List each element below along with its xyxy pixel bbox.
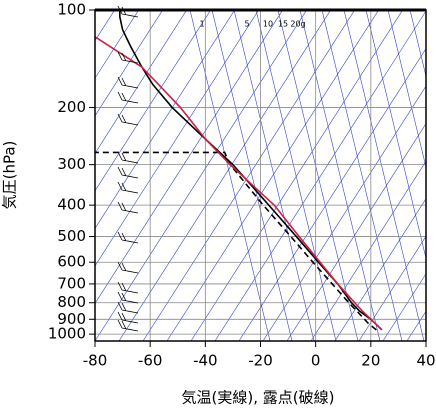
wind-barb xyxy=(117,51,139,64)
wind-barb xyxy=(117,76,139,89)
x-tick-label: -20 xyxy=(248,352,273,370)
y-tick-label: 400 xyxy=(57,196,86,214)
mixing-ratio-line xyxy=(255,10,337,341)
mixing-ratio-label: 5 xyxy=(244,20,249,29)
adiabat-line xyxy=(95,10,283,305)
wind-barb xyxy=(117,201,139,214)
wind-barb xyxy=(117,181,139,194)
profile-line xyxy=(95,36,383,331)
x-tick-label: 40 xyxy=(416,352,435,370)
wind-barb xyxy=(117,281,139,294)
mixing-ratio-label: 10 xyxy=(263,20,273,29)
wind-barb xyxy=(117,151,139,164)
mixing-ratio-label: 20g xyxy=(290,20,305,29)
adiabat-line xyxy=(262,85,426,341)
adiabat-line xyxy=(95,10,235,229)
profile-line xyxy=(95,151,377,331)
adiabat-line xyxy=(118,10,331,341)
wind-barb xyxy=(117,261,139,274)
adiabat-line xyxy=(95,10,187,154)
mixing-ratio-line xyxy=(277,10,359,341)
wind-barb xyxy=(117,166,139,179)
mixing-ratio-line xyxy=(299,10,381,341)
x-tick-label: 20 xyxy=(361,352,380,370)
mixing-ratio-label: 1 xyxy=(199,20,204,29)
wind-barb xyxy=(117,291,139,304)
y-tick-label: 1000 xyxy=(48,325,86,343)
wind-barb xyxy=(117,231,139,244)
grid xyxy=(94,9,427,341)
series xyxy=(95,10,383,331)
adiabat-line xyxy=(95,10,139,79)
adiabat-line xyxy=(142,10,355,341)
adiabat-line xyxy=(166,10,379,341)
y-tick-label: 700 xyxy=(57,274,86,292)
y-axis-label: 気圧(hPa) xyxy=(1,141,19,210)
y-tick-label: 200 xyxy=(57,98,86,116)
adiabat-line xyxy=(214,10,426,341)
mixing-ratio-line xyxy=(233,10,315,341)
wind-barb xyxy=(117,301,139,314)
adiabat-line xyxy=(95,10,307,341)
x-tick-label: -60 xyxy=(138,352,163,370)
wind-barb xyxy=(117,91,139,104)
mixing-ratio-line xyxy=(321,10,403,341)
y-tick-label: 900 xyxy=(57,310,86,328)
wind-barb xyxy=(117,113,139,126)
adiabat-line xyxy=(95,10,163,117)
adiabat-line xyxy=(310,160,426,341)
x-tick-label: -80 xyxy=(83,352,108,370)
mixing-ratio-line xyxy=(343,10,425,341)
y-tick-label: 600 xyxy=(57,253,86,271)
adiabat-line xyxy=(286,123,426,341)
adiabat-line xyxy=(238,47,426,341)
adiabat-line xyxy=(95,10,211,192)
adiabat-line xyxy=(95,10,259,267)
adiabat-line xyxy=(358,235,426,341)
mixing-ratio-line xyxy=(211,10,293,341)
wind-barb xyxy=(117,311,139,324)
mixing-ratio-label: 15 xyxy=(278,20,288,29)
adiabat-line xyxy=(334,198,426,341)
x-tick-label: -40 xyxy=(193,352,218,370)
y-tick-label: 500 xyxy=(57,227,86,245)
x-axis-label: 気温(実線), 露点(破線) xyxy=(182,389,335,407)
y-tick-label: 800 xyxy=(57,293,86,311)
wind-barb xyxy=(117,319,139,332)
mixing-ratio-line xyxy=(387,10,426,169)
x-tick-label: 0 xyxy=(311,352,321,370)
adiabat-line xyxy=(382,273,426,341)
mixing-ratio-line xyxy=(189,10,271,341)
background-lines xyxy=(95,0,436,341)
y-tick-label: 100 xyxy=(57,1,86,19)
y-tick-label: 300 xyxy=(57,155,86,173)
mixing-ratio-line xyxy=(432,10,436,341)
adiabat-line xyxy=(431,0,436,341)
wind-barb xyxy=(117,5,139,18)
mixing-ratio-line xyxy=(365,10,426,260)
adiabat-line xyxy=(95,10,115,42)
mixing-ratio-line xyxy=(409,10,426,78)
